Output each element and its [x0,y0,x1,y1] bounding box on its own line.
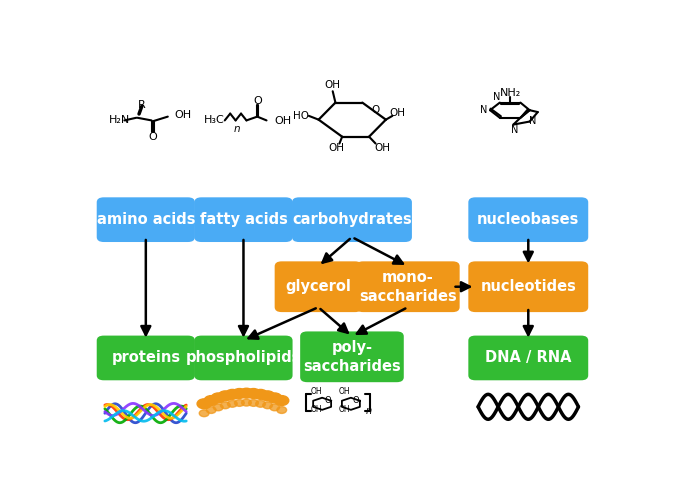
Text: N: N [511,125,518,135]
Text: R: R [138,99,146,110]
Circle shape [256,400,265,407]
Text: O: O [353,396,360,404]
Circle shape [199,410,209,417]
FancyBboxPatch shape [356,261,460,312]
Circle shape [234,400,244,406]
Circle shape [239,388,253,398]
Text: NH₂: NH₂ [500,88,522,98]
Text: OH: OH [310,405,322,414]
Text: O: O [324,396,331,404]
Text: OH: OH [339,405,351,414]
FancyBboxPatch shape [468,336,588,380]
Text: O: O [371,105,379,115]
Circle shape [204,396,218,405]
Text: OH: OH [339,387,351,396]
Circle shape [276,406,286,413]
Circle shape [246,389,260,399]
Text: nucleobases: nucleobases [477,212,580,227]
Text: O: O [148,132,157,142]
Text: OH: OH [374,143,391,153]
Text: proteins: proteins [111,350,181,366]
Text: OH: OH [325,80,341,90]
Circle shape [267,393,281,403]
Text: glycerol: glycerol [286,279,351,294]
Text: N: N [494,92,500,102]
Text: amino acids: amino acids [97,212,195,227]
Text: fatty acids: fatty acids [199,212,288,227]
Text: OH: OH [329,143,344,153]
Circle shape [206,406,216,413]
Text: N: N [528,116,536,126]
FancyBboxPatch shape [195,197,293,242]
FancyBboxPatch shape [468,261,588,312]
Text: OH: OH [174,110,191,120]
Text: N: N [480,105,487,115]
Circle shape [262,402,272,409]
Circle shape [274,396,289,405]
Circle shape [232,389,246,399]
Circle shape [248,400,258,406]
FancyBboxPatch shape [300,332,404,382]
Text: O: O [253,96,262,106]
Text: nucleotides: nucleotides [480,279,576,294]
Text: OH: OH [274,116,292,126]
FancyBboxPatch shape [468,197,588,242]
Text: phospholipids: phospholipids [186,350,301,366]
FancyBboxPatch shape [274,261,362,312]
FancyBboxPatch shape [97,197,195,242]
Text: HO: HO [293,111,309,121]
Circle shape [218,391,232,401]
FancyBboxPatch shape [97,336,195,380]
Text: n: n [233,124,240,134]
Circle shape [211,393,225,403]
Circle shape [214,404,223,411]
FancyBboxPatch shape [195,336,293,380]
Circle shape [197,399,211,409]
Circle shape [241,399,251,406]
Text: OH: OH [310,387,322,396]
Text: n: n [365,406,372,416]
Circle shape [228,400,237,407]
Text: DNA / RNA: DNA / RNA [485,350,571,366]
Circle shape [253,390,267,400]
Text: H₃C: H₃C [204,116,225,125]
Circle shape [270,404,279,411]
Circle shape [260,391,274,401]
Text: carbohydrates: carbohydrates [292,212,412,227]
Text: OH: OH [390,108,406,118]
Text: H₂N: H₂N [109,116,130,125]
Text: mono-
saccharides: mono- saccharides [359,270,456,304]
FancyBboxPatch shape [292,197,412,242]
Circle shape [220,402,230,409]
Circle shape [225,390,239,400]
Text: poly-
saccharides: poly- saccharides [303,340,401,373]
